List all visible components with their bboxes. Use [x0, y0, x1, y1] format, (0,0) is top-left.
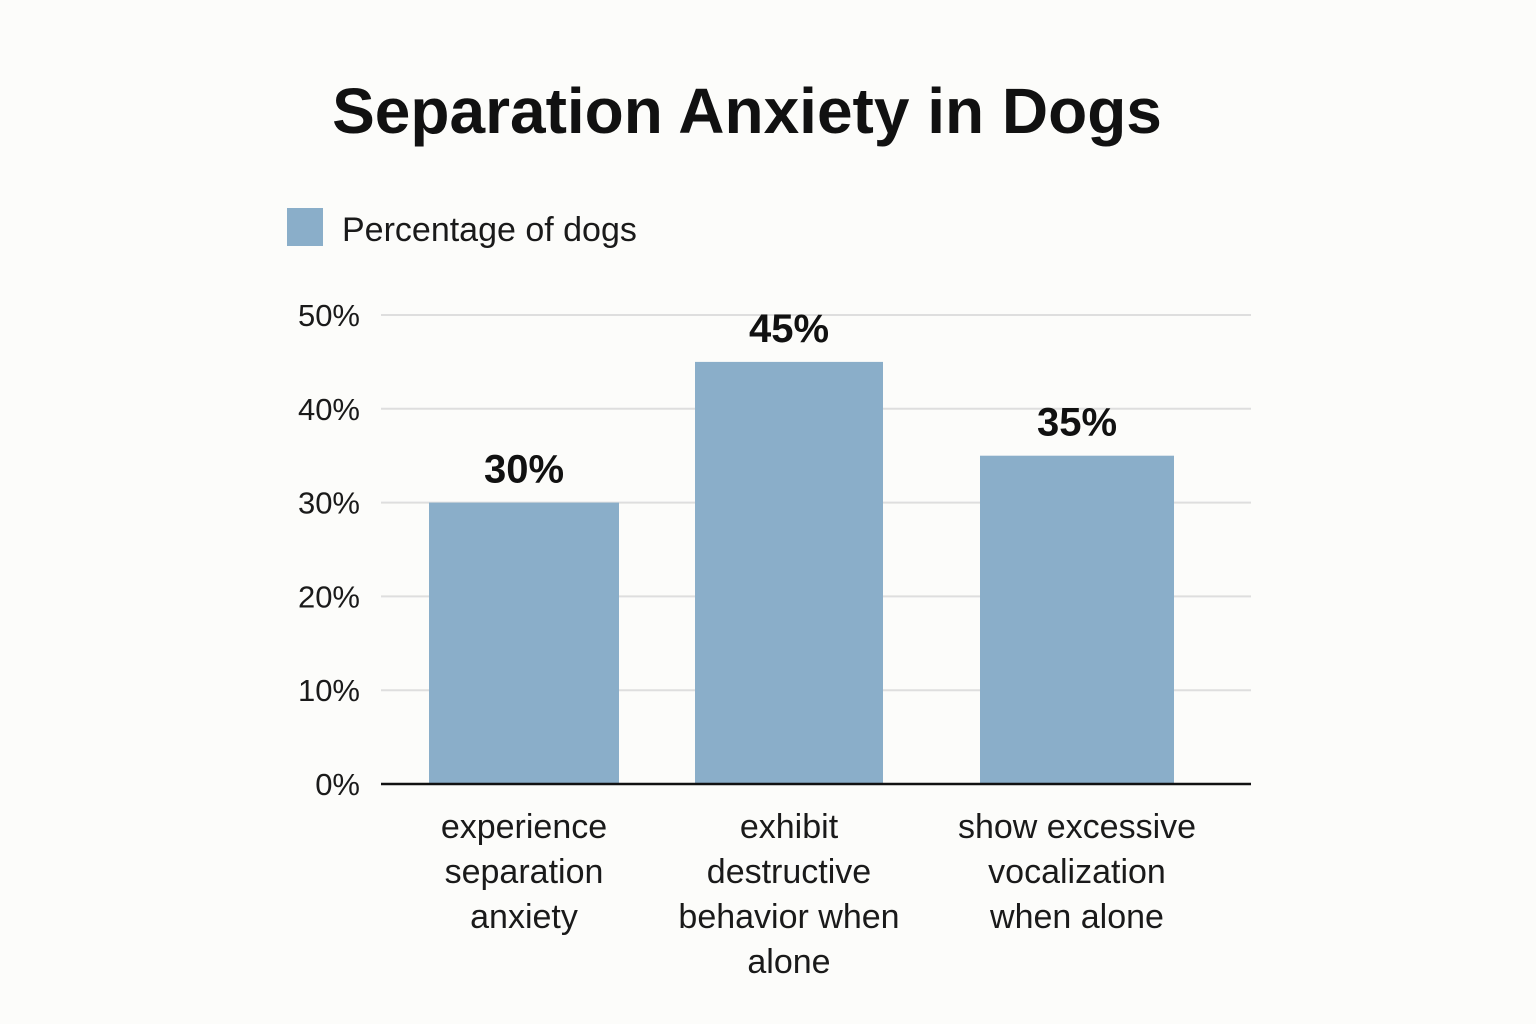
category-label: when alone — [989, 898, 1164, 936]
bar — [429, 502, 619, 784]
category-label: experience — [441, 808, 607, 846]
bar-value-label: 45% — [749, 307, 829, 351]
y-tick-label: 0% — [315, 767, 360, 802]
y-tick-label: 50% — [298, 298, 360, 333]
y-axis-ticks: 0% 10% 20% 30% 40% 50% — [298, 298, 360, 802]
legend-swatch — [287, 208, 323, 246]
category-label: alone — [747, 943, 830, 981]
bar-value-label: 35% — [1037, 401, 1117, 445]
legend-label: Percentage of dogs — [342, 211, 637, 249]
category-label: anxiety — [470, 898, 578, 936]
category-labels: experience separation anxiety exhibit destru… — [441, 808, 1196, 981]
y-tick-label: 20% — [298, 579, 360, 614]
category-label: vocalization — [988, 853, 1166, 891]
bar-value-label: 30% — [484, 448, 564, 492]
category-label: separation — [445, 853, 604, 891]
bar — [980, 455, 1174, 784]
y-tick-label: 10% — [298, 673, 360, 708]
bars — [429, 361, 1174, 784]
category-label: exhibit — [740, 808, 839, 846]
chart-title: Separation Anxiety in Dogs — [332, 75, 1162, 147]
y-tick-label: 40% — [298, 392, 360, 427]
category-label: destructive — [707, 853, 871, 891]
bar — [695, 361, 883, 784]
category-label: behavior when — [678, 898, 899, 936]
value-labels: 30% 45% 35% — [484, 307, 1117, 492]
y-tick-label: 30% — [298, 486, 360, 521]
category-label: show excessive — [958, 808, 1196, 846]
